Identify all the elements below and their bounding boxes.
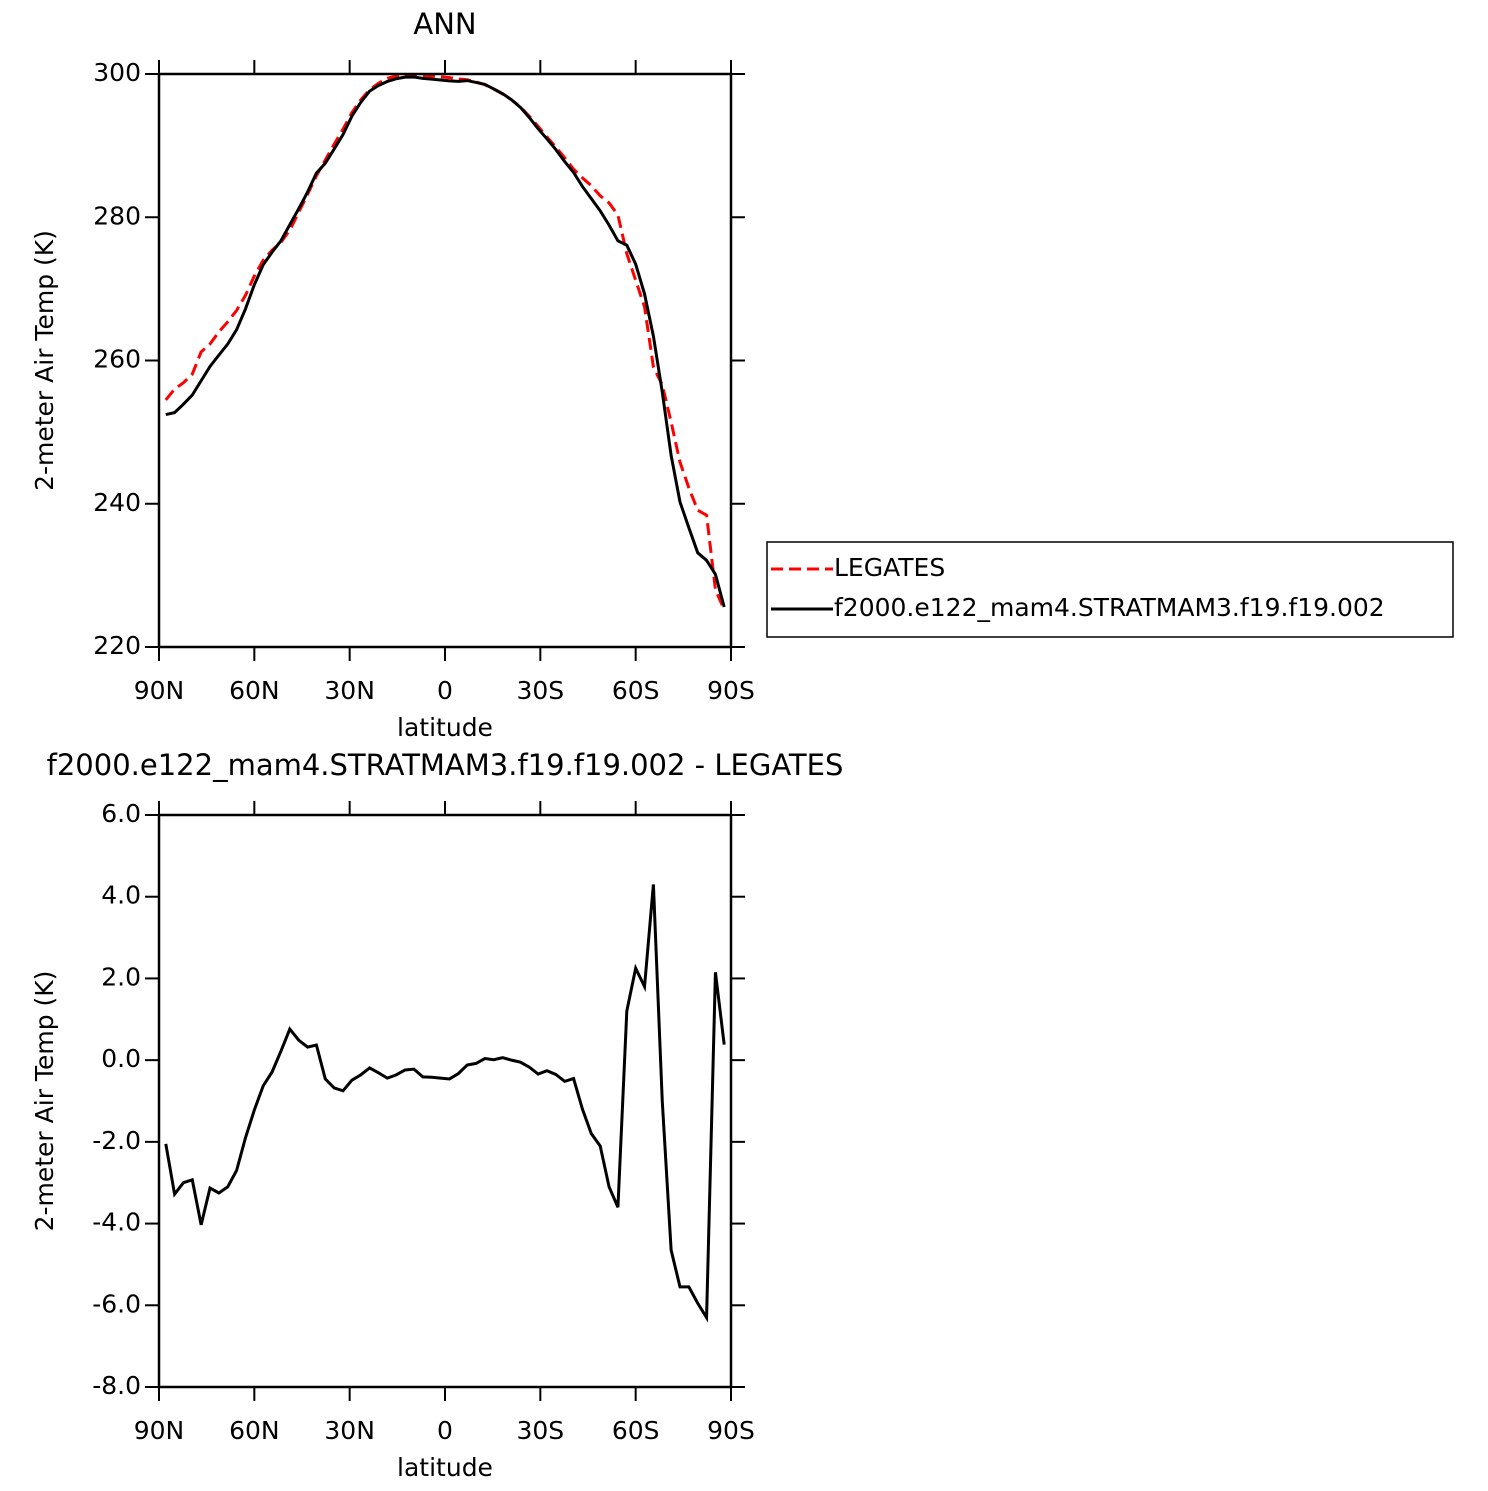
x-axis-label: latitude: [397, 713, 493, 742]
x-tick-label: 30N: [324, 1416, 375, 1445]
y-tick-label: -2.0: [92, 1126, 141, 1155]
legend-label: f2000.e122_mam4.STRATMAM3.f19.f19.002: [834, 593, 1385, 622]
legend-label: LEGATES: [834, 553, 945, 582]
x-axis-label: latitude: [397, 1453, 493, 1482]
plot-frame: [157, 813, 733, 1389]
y-tick-label: 240: [93, 488, 141, 517]
y-axis-label: 2-meter Air Temp (K): [30, 971, 59, 1232]
y-tick-label: 220: [93, 631, 141, 660]
data-line: [164, 73, 726, 611]
x-tick-label: 0: [437, 676, 453, 705]
x-tick-label: 60N: [229, 1416, 280, 1445]
y-tick-label: -8.0: [92, 1371, 141, 1400]
chart-title: ANN: [413, 7, 476, 41]
x-tick-label: 60S: [612, 676, 660, 705]
x-tick-label: 60N: [229, 676, 280, 705]
data-line: [164, 884, 726, 1323]
y-tick-label: 280: [93, 201, 141, 230]
data-line: [165, 75, 726, 608]
x-tick-label: 30S: [516, 1416, 564, 1445]
y-tick-label: -6.0: [92, 1289, 141, 1318]
x-tick-label: 90S: [707, 676, 755, 705]
y-tick-label: 0.0: [101, 1044, 141, 1073]
x-tick-label: 30S: [516, 676, 564, 705]
y-tick-label: -4.0: [92, 1208, 141, 1237]
y-tick-label: 6.0: [101, 799, 141, 828]
x-tick-label: 90S: [707, 1416, 755, 1445]
y-tick-label: 4.0: [101, 881, 141, 910]
y-tick-label: 260: [93, 345, 141, 374]
x-tick-label: 90N: [134, 1416, 185, 1445]
y-tick-label: 300: [93, 58, 141, 87]
x-tick-label: 90N: [134, 676, 185, 705]
y-axis-label: 2-meter Air Temp (K): [30, 230, 59, 491]
x-tick-label: 0: [437, 1416, 453, 1445]
x-tick-label: 30N: [324, 676, 375, 705]
chart-title: f2000.e122_mam4.STRATMAM3.f19.f19.002 - …: [47, 748, 844, 782]
y-tick-label: 2.0: [101, 962, 141, 991]
legend-box: [766, 541, 1454, 638]
plot-frame: [157, 72, 733, 649]
x-tick-label: 60S: [612, 1416, 660, 1445]
